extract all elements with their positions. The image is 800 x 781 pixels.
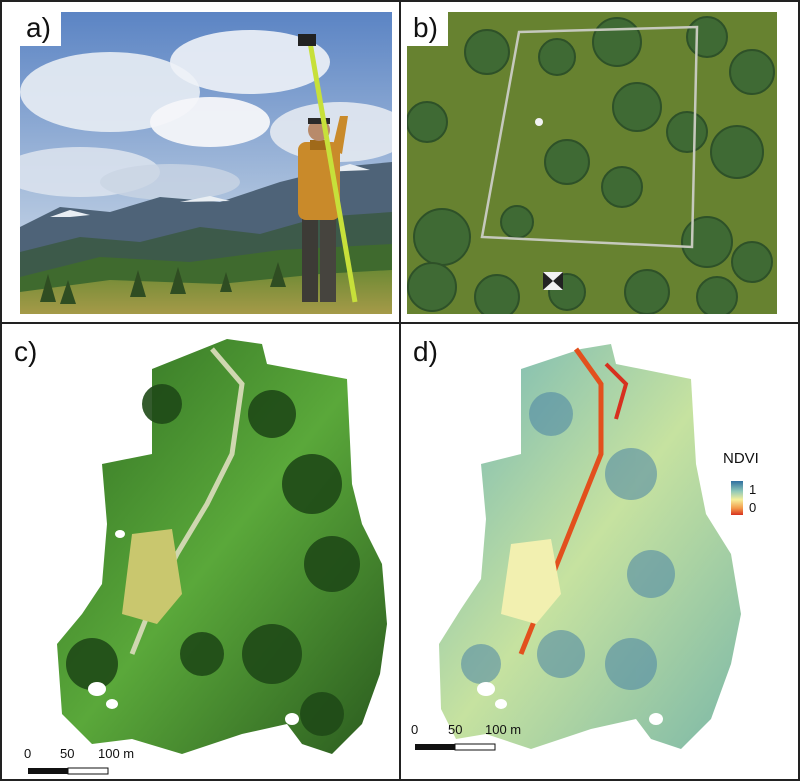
ndvi-legend-title: NDVI	[723, 450, 759, 467]
ground-control-target	[543, 272, 563, 290]
scalebar-white-segment	[67, 767, 109, 775]
panel-d-ndvi: d) NDVI 1 0 0 50 100 m	[401, 324, 798, 779]
scalebar-c-end: 100 m	[98, 746, 135, 761]
scalebar-d-mid: 50	[448, 722, 463, 737]
panel-c-label: c)	[14, 336, 38, 367]
gnss-receiver	[298, 34, 316, 46]
panel-a-photo: a)	[20, 12, 392, 314]
scalebar-black-segment	[28, 768, 68, 774]
scalebar-c-mid: 50	[60, 746, 75, 761]
ndvi-legend-low: 0	[749, 500, 757, 515]
panel-b-aerial: b)	[407, 12, 777, 314]
horizontal-divider	[0, 322, 800, 324]
scalebar-c-zero: 0	[24, 746, 32, 761]
scalebar-d-end: 100 m	[485, 722, 522, 737]
fence-outline	[480, 25, 699, 249]
aerial-plot-photo	[407, 12, 777, 314]
scalebar-d-zero: 0	[411, 722, 419, 737]
ndvi-legend-high: 1	[749, 482, 757, 497]
vertical-divider	[399, 0, 401, 781]
scalebar-white-segment	[454, 743, 496, 751]
ndvi-map	[415, 344, 743, 751]
panel-b-label: b)	[407, 12, 448, 46]
mountain-photo	[20, 12, 392, 314]
panel-d-label: d)	[413, 336, 438, 367]
rgb-orthomosaic-map	[28, 339, 387, 775]
ndvi-legend-ramp	[731, 481, 743, 515]
panel-a-label: a)	[20, 12, 61, 46]
scalebar-black-segment	[415, 744, 455, 750]
panel-c-orthomosaic: c) 0 50 100 m	[2, 324, 399, 779]
